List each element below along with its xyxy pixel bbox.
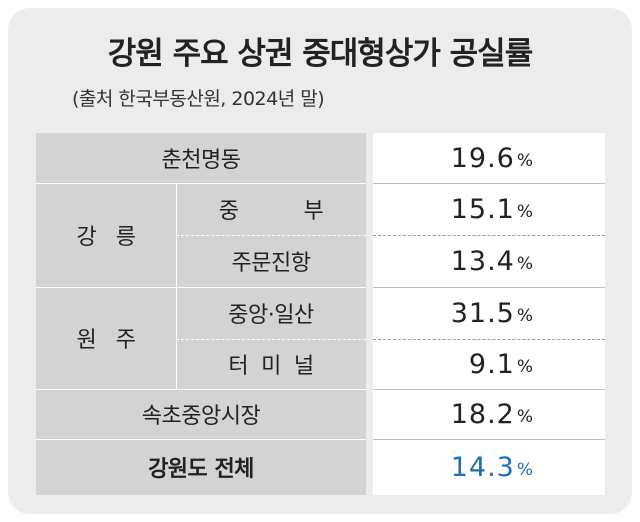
area-label-jungang-ilsan: 중앙·일산 — [228, 303, 314, 328]
column-divider — [176, 287, 177, 389]
area-label-jumunjin: 주문진항 — [231, 251, 311, 276]
value-cell: 9.1% — [373, 339, 605, 389]
row-divider-dashed — [176, 235, 366, 236]
row-divider — [36, 439, 366, 440]
row-divider — [36, 389, 366, 390]
row-label-chuncheon: 춘천명동 — [161, 148, 241, 173]
value-column — [373, 133, 605, 495]
row-label-total: 강원도 전체 — [148, 457, 254, 482]
column-divider — [176, 183, 177, 287]
area-label-jungbu: 중 부 — [218, 199, 324, 224]
chart-title: 강원 주요 상권 중대형상가 공실률 — [107, 36, 533, 72]
area-label-terminal: 터 미 널 — [228, 354, 314, 379]
value-number: 19.6 — [450, 142, 515, 174]
label-column — [36, 133, 366, 495]
value-number: 13.4 — [450, 245, 515, 277]
region-label-gangneung: 강 릉 — [76, 225, 136, 250]
value-number: 31.5 — [450, 297, 515, 329]
chart-subtitle: (출처 한국부동산원, 2024년 말) — [72, 88, 325, 110]
value-cell: 19.6% — [373, 133, 605, 183]
vacancy-table: 춘천명동 강 릉 중 부 주문진항 원 주 중앙·일산 터 미 널 속초중앙시장… — [36, 133, 605, 495]
row-divider — [36, 287, 366, 288]
row-divider — [36, 183, 366, 184]
percent-unit: % — [516, 306, 533, 326]
row-label-sokcho: 속초중앙시장 — [141, 404, 261, 429]
value-divider — [373, 439, 605, 440]
percent-unit: % — [516, 254, 533, 274]
percent-unit: % — [516, 202, 533, 222]
percent-unit: % — [516, 407, 533, 427]
value-cell-total: 14.3% — [373, 439, 605, 495]
value-divider — [373, 287, 605, 288]
value-divider-dashed — [373, 235, 605, 236]
value-divider — [373, 389, 605, 390]
percent-unit: % — [516, 460, 533, 480]
value-cell: 31.5% — [373, 287, 605, 339]
value-cell: 13.4% — [373, 235, 605, 287]
percent-unit: % — [516, 357, 533, 377]
value-number: 9.1 — [468, 348, 515, 380]
value-cell: 15.1% — [373, 183, 605, 235]
row-divider-dashed — [176, 339, 366, 340]
value-divider — [373, 183, 605, 184]
percent-unit: % — [516, 151, 533, 171]
value-number: 15.1 — [450, 193, 515, 225]
value-number: 14.3 — [450, 451, 515, 483]
value-divider-dashed — [373, 339, 605, 340]
region-label-wonju: 원 주 — [76, 328, 136, 353]
value-cell: 18.2% — [373, 389, 605, 439]
value-number: 18.2 — [450, 398, 515, 430]
